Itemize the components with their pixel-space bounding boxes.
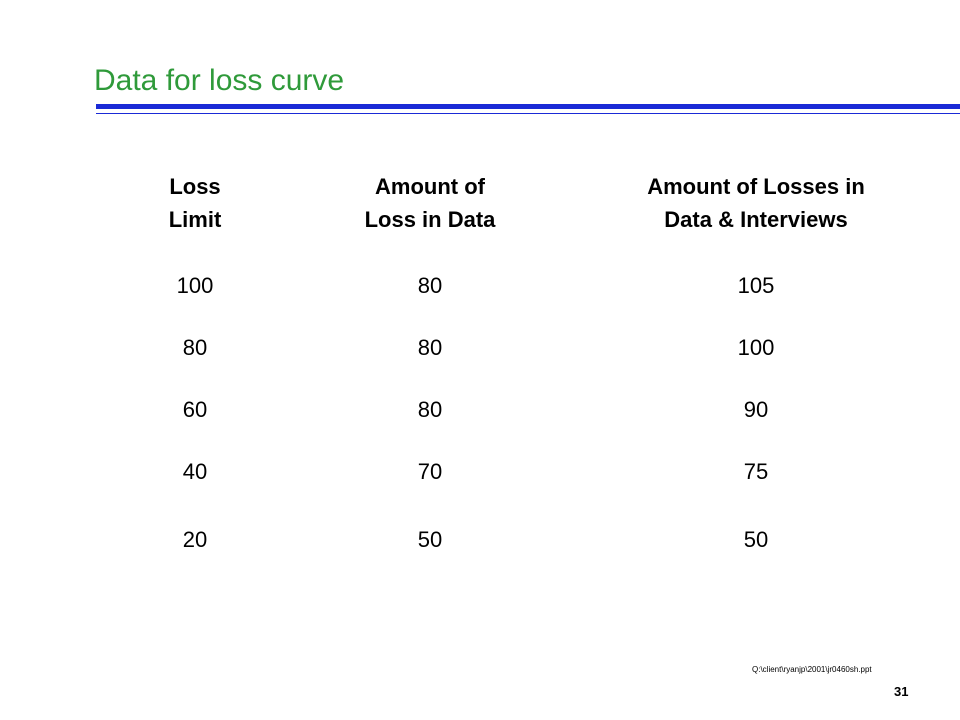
table-cell: 20 [182, 527, 208, 552]
title-rule-thin [96, 113, 960, 114]
table-cell: 40 [182, 459, 208, 484]
table-cell: 80 [182, 335, 208, 360]
header-line: Amount of [375, 174, 485, 199]
table-cell: 50 [417, 527, 443, 552]
table-cell: 105 [737, 273, 775, 298]
table-cell: 80 [417, 335, 443, 360]
table-cell: 100 [737, 335, 775, 360]
table-cell: 80 [417, 273, 443, 298]
table-cell: 90 [743, 397, 769, 422]
table-cell: 50 [743, 527, 769, 552]
header-line: Loss in Data [364, 207, 496, 232]
table-cell: 80 [417, 397, 443, 422]
header-line: Loss [169, 174, 221, 199]
page-number: 31 [894, 684, 909, 699]
title-rule-thick [96, 104, 960, 109]
footer-file-path: Q:\client\ryanjp\2001\jr0460sh.ppt [752, 665, 872, 674]
slide-title: Data for loss curve [94, 64, 345, 97]
table-cell: 60 [182, 397, 208, 422]
header-line: Amount of Losses in [647, 174, 865, 199]
header-line: Data & Interviews [664, 207, 848, 232]
header-loss-limit: Loss Limit [110, 170, 280, 236]
header-line: Limit [168, 207, 222, 232]
table-cell: 70 [417, 459, 443, 484]
table-cell: 100 [176, 273, 214, 298]
table-cell: 75 [743, 459, 769, 484]
header-amount-loss-data: Amount of Loss in Data [330, 170, 530, 236]
header-amount-losses-data-interviews: Amount of Losses in Data & Interviews [596, 170, 916, 236]
